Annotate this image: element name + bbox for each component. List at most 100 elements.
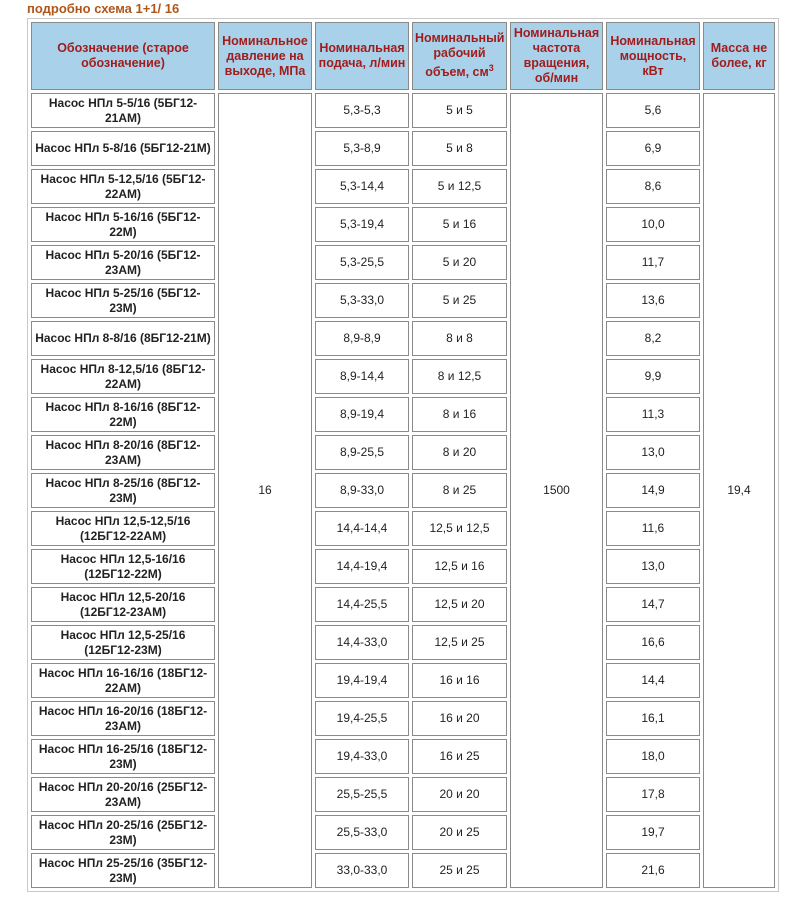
pump-name: Насос НПл 5-25/16 (5БГ12-23М): [31, 283, 215, 318]
pump-name: Насос НПл 8-8/16 (8БГ12-21М): [31, 321, 215, 356]
pump-name: Насос НПл 12,5-25/16 (12БГ12-23М): [31, 625, 215, 660]
volume: 12,5 и 20: [412, 587, 507, 622]
header-cell: Масса не более, кг: [703, 22, 775, 90]
pump-name: Насос НПл 5-12,5/16 (5БГ12-22АМ): [31, 169, 215, 204]
row: Насос НПл 5-16/16 (5БГ12-22М) 5,3-19,4 5 и…: [31, 207, 775, 242]
flow: 25,5-33,0: [315, 815, 409, 850]
pump-name: Насос НПл 12,5-16/16 (12БГ12-22М): [31, 549, 215, 584]
volume: 5 и 25: [412, 283, 507, 318]
pump-name: Насос НПл 8-16/16 (8БГ12-22М): [31, 397, 215, 432]
row: Насос НПл 12,5-12,5/16 (12БГ12-22АМ) 14,4…: [31, 511, 775, 546]
flow: 14,4-14,4: [315, 511, 409, 546]
power: 14,4: [606, 663, 700, 698]
power: 18,0: [606, 739, 700, 774]
volume: 8 и 20: [412, 435, 507, 470]
flow: 19,4-33,0: [315, 739, 409, 774]
power: 11,6: [606, 511, 700, 546]
pump-name: Насос НПл 8-25/16 (8БГ12-23М): [31, 473, 215, 508]
volume: 12,5 и 25: [412, 625, 507, 660]
power: 16,6: [606, 625, 700, 660]
mass-cell: 19,4: [703, 93, 775, 888]
row: Насос НПл 12,5-20/16 (12БГ12-23АМ) 14,4-2…: [31, 587, 775, 622]
flow: 14,4-33,0: [315, 625, 409, 660]
header-cell: Номинальная мощность, кВт: [606, 22, 700, 90]
volume: 8 и 8: [412, 321, 507, 356]
header-sup: 3: [488, 63, 494, 74]
header-cell: Номинальный рабочий объем, см3: [412, 22, 507, 90]
header-row: Обозначение (старое обозначение) Номиналь…: [31, 22, 775, 90]
row: Насос НПл 8-12,5/16 (8БГ12-22АМ) 8,9-14,4…: [31, 359, 775, 394]
pump-name: Насос НПл 12,5-12,5/16 (12БГ12-22АМ): [31, 511, 215, 546]
power: 8,2: [606, 321, 700, 356]
volume: 16 и 16: [412, 663, 507, 698]
power: 13,0: [606, 435, 700, 470]
volume: 16 и 25: [412, 739, 507, 774]
flow: 33,0-33,0: [315, 853, 409, 888]
row: Насос НПл 16-20/16 (18БГ12-23АМ) 19,4-25,…: [31, 701, 775, 736]
volume: 20 и 25: [412, 815, 507, 850]
power: 6,9: [606, 131, 700, 166]
power: 16,1: [606, 701, 700, 736]
volume: 25 и 25: [412, 853, 507, 888]
flow: 8,9-25,5: [315, 435, 409, 470]
flow: 5,3-25,5: [315, 245, 409, 280]
flow: 5,3-19,4: [315, 207, 409, 242]
header-text: Номинальный рабочий объем, см: [415, 31, 505, 80]
pump-name: Насос НПл 5-16/16 (5БГ12-22М): [31, 207, 215, 242]
volume: 16 и 20: [412, 701, 507, 736]
volume: 5 и 5: [412, 93, 507, 128]
row: Насос НПл 5-5/16 (5БГ12-21АМ) 16 5,3-5,3 5 …: [31, 93, 775, 888]
power: 14,7: [606, 587, 700, 622]
pump-name: Насос НПл 20-20/16 (25БГ12-23АМ): [31, 777, 215, 812]
power: 13,6: [606, 283, 700, 318]
rpm-cell: 1500: [510, 93, 603, 888]
row: Насос НПл 20-25/16 (25БГ12-23М) 25,5-33,0…: [31, 815, 775, 850]
flow: 19,4-25,5: [315, 701, 409, 736]
pump-name: Насос НПл 8-20/16 (8БГ12-23АМ): [31, 435, 215, 470]
row: Насос НПл 16-16/16 (18БГ12-22АМ) 19,4-19,…: [31, 663, 775, 698]
volume: 5 и 12,5: [412, 169, 507, 204]
row: Насос НПл 5-20/16 (5БГ12-23АМ) 5,3-25,5 5 …: [31, 245, 775, 280]
row: Насос НПл 25-25/16 (35БГ12-23М) 33,0-33,0…: [31, 853, 775, 888]
pump-name: Насос НПл 5-20/16 (5БГ12-23АМ): [31, 245, 215, 280]
power: 5,6: [606, 93, 700, 128]
power: 19,7: [606, 815, 700, 850]
row: Насос НПл 5-8/16 (5БГ12-21М) 5,3-8,9 5 и 8…: [31, 131, 775, 166]
flow: 14,4-19,4: [315, 549, 409, 584]
row: Насос НПл 8-16/16 (8БГ12-22М) 8,9-19,4 8 и…: [31, 397, 775, 432]
flow: 19,4-19,4: [315, 663, 409, 698]
power: 17,8: [606, 777, 700, 812]
row: Насос НПл 16-25/16 (18БГ12-23М) 19,4-33,0…: [31, 739, 775, 774]
row: Насос НПл 8-25/16 (8БГ12-23М) 8,9-33,0 8 и…: [31, 473, 775, 508]
power: 14,9: [606, 473, 700, 508]
volume: 12,5 и 16: [412, 549, 507, 584]
flow: 5,3-33,0: [315, 283, 409, 318]
volume: 8 и 12,5: [412, 359, 507, 394]
flow: 25,5-25,5: [315, 777, 409, 812]
caption: подробно схема 1+1/ 16: [27, 1, 180, 16]
volume: 20 и 20: [412, 777, 507, 812]
pump-table: Обозначение (старое обозначение) Номиналь…: [27, 18, 779, 892]
header-cell: Номинальное давление на выходе, МПа: [218, 22, 312, 90]
row: Насос НПл 5-12,5/16 (5БГ12-22АМ) 5,3-14,4…: [31, 169, 775, 204]
header-cell: Обозначение (старое обозначение): [31, 22, 215, 90]
pump-name: Насос НПл 16-25/16 (18БГ12-23М): [31, 739, 215, 774]
flow: 5,3-5,3: [315, 93, 409, 128]
volume: 5 и 8: [412, 131, 507, 166]
pump-name: Насос НПл 5-5/16 (5БГ12-21АМ): [31, 93, 215, 128]
row: Насос НПл 5-25/16 (5БГ12-23М) 5,3-33,0 5 и…: [31, 283, 775, 318]
pump-name: Насос НПл 12,5-20/16 (12БГ12-23АМ): [31, 587, 215, 622]
flow: 8,9-33,0: [315, 473, 409, 508]
row: Насос НПл 12,5-25/16 (12БГ12-23М) 14,4-33…: [31, 625, 775, 660]
volume: 12,5 и 12,5: [412, 511, 507, 546]
flow: 8,9-8,9: [315, 321, 409, 356]
volume: 8 и 25: [412, 473, 507, 508]
volume: 8 и 16: [412, 397, 507, 432]
row: Насос НПл 20-20/16 (25БГ12-23АМ) 25,5-25,…: [31, 777, 775, 812]
header-cell: Номинальная частота вращения, об/мин: [510, 22, 603, 90]
volume: 5 и 16: [412, 207, 507, 242]
flow: 5,3-14,4: [315, 169, 409, 204]
flow: 8,9-19,4: [315, 397, 409, 432]
flow: 5,3-8,9: [315, 131, 409, 166]
